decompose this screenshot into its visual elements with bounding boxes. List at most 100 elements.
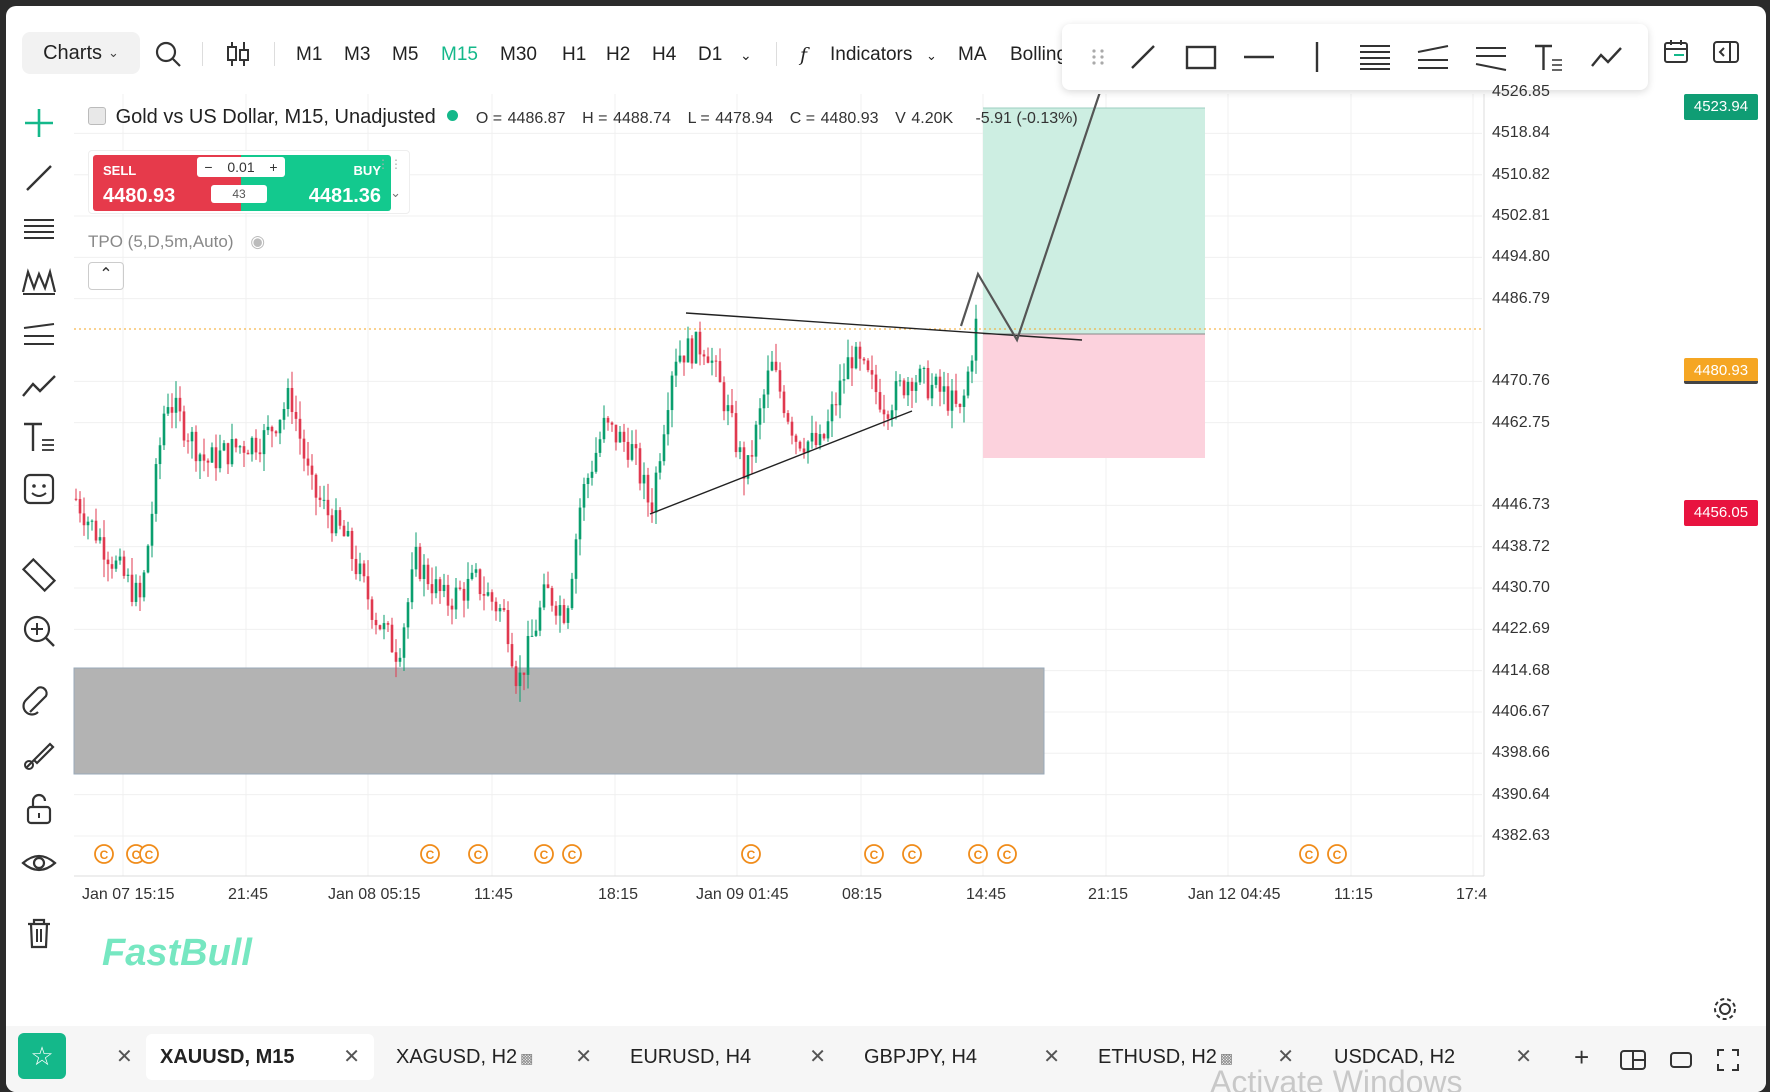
tab-usdcad[interactable]: USDCAD, H2 ✕ <box>1334 1034 1546 1080</box>
indicators-button[interactable]: Indicators <box>830 44 913 65</box>
tab-xauusd[interactable]: XAUUSD, M15 ✕ <box>146 1034 374 1080</box>
symbol-title[interactable]: Gold vs US Dollar, M15, Unadjusted <box>115 106 436 128</box>
vertical-line-icon[interactable] <box>1300 42 1334 72</box>
trend-line-icon[interactable] <box>20 158 58 196</box>
calendar-icon[interactable] <box>1662 38 1690 66</box>
close-tab-icon[interactable]: ✕ <box>1277 1046 1294 1068</box>
price-axis-label: 4382.63 <box>1492 827 1550 844</box>
brush-icon[interactable] <box>20 736 58 774</box>
text-tool-icon[interactable] <box>20 418 58 456</box>
settings-gear-icon[interactable] <box>1712 996 1738 1022</box>
path-tool-icon[interactable] <box>20 366 58 404</box>
candle-body <box>754 424 758 457</box>
candle-body <box>394 652 398 662</box>
close-tab-icon[interactable]: ✕ <box>575 1046 592 1068</box>
eye-icon[interactable] <box>20 844 58 882</box>
tab-gbpjpy[interactable]: GBPJPY, H4 ✕ <box>864 1034 1074 1080</box>
event-marker-glyph: C <box>974 848 983 862</box>
quick-trade-panel: SELL 4480.93 BUY 4481.36 − 0.01 + 43 ⋮⋮ … <box>88 150 410 214</box>
candle-body <box>710 360 714 363</box>
candle-body <box>582 484 586 508</box>
favorites-star-icon[interactable]: ☆ <box>18 1033 66 1079</box>
event-marker-icon <box>1299 844 1319 864</box>
candle-body <box>210 447 214 463</box>
plus-icon[interactable]: + <box>269 159 278 175</box>
collapse-panel-icon[interactable] <box>1712 38 1740 66</box>
timeframe-m3[interactable]: M3 <box>344 44 371 65</box>
candle-body <box>86 521 90 526</box>
candle-body <box>722 382 726 412</box>
candle-body <box>950 390 954 411</box>
timeframe-h4[interactable]: H4 <box>652 44 677 65</box>
magnet-icon[interactable] <box>20 682 58 720</box>
tpo-indicator-label[interactable]: TPO (5,D,5m,Auto) ◉ <box>88 232 265 252</box>
add-tab-icon[interactable]: + <box>1574 1042 1590 1072</box>
candle-body <box>898 380 902 382</box>
zoom-in-icon[interactable] <box>20 612 58 650</box>
horizontal-line-icon[interactable] <box>1242 42 1276 72</box>
close-tab-icon[interactable]: ✕ <box>1043 1046 1060 1068</box>
ma-button[interactable]: MA <box>958 44 987 65</box>
fib-tool-icon[interactable] <box>20 210 58 248</box>
crosshair-icon[interactable] <box>20 104 58 142</box>
fib-channel-icon[interactable] <box>1474 42 1508 72</box>
split-layout-icon[interactable] <box>1620 1050 1646 1070</box>
close-tab-icon[interactable]: ✕ <box>809 1046 826 1068</box>
quantity-value[interactable]: 0.01 <box>227 159 255 175</box>
path-tool-icon[interactable] <box>1590 42 1624 72</box>
hidden-eye-icon[interactable]: ◉ <box>250 232 266 251</box>
channel-tool-icon[interactable] <box>20 314 58 352</box>
rectangle-icon[interactable] <box>1184 42 1218 72</box>
charts-menu-button[interactable]: Charts ⌄ <box>22 32 140 74</box>
minus-icon[interactable]: − <box>204 159 213 175</box>
ruler-icon[interactable] <box>20 556 58 594</box>
drag-handle-icon[interactable] <box>1082 42 1116 72</box>
drag-handle-icon[interactable]: ⋮⋮ <box>377 157 403 171</box>
lock-icon[interactable] <box>20 790 58 828</box>
price-axis-label: 4518.84 <box>1492 124 1550 142</box>
parallel-channel-icon[interactable] <box>1416 42 1450 72</box>
timeframe-m30[interactable]: M30 <box>500 44 537 65</box>
timeframe-h1[interactable]: H1 <box>562 44 587 65</box>
chevron-down-icon[interactable]: ⌄ <box>390 185 401 200</box>
pattern-tool-icon[interactable] <box>20 262 58 300</box>
candle-body <box>342 525 346 537</box>
bollinger-button[interactable]: Bolling <box>1010 44 1068 65</box>
timeframe-more-chevron-icon[interactable]: ⌄ <box>740 47 752 63</box>
timeframe-h2[interactable]: H2 <box>606 44 631 65</box>
close-tab-icon[interactable]: ✕ <box>116 1046 133 1068</box>
event-marker-glyph: C <box>1333 848 1342 862</box>
trend-line-icon[interactable] <box>1126 42 1160 72</box>
close-tab-icon[interactable]: ✕ <box>343 1046 360 1068</box>
fib-retracement-icon[interactable] <box>1358 42 1392 72</box>
candle-body <box>430 584 434 594</box>
candle-body <box>478 569 482 595</box>
collapse-legend-button[interactable]: ⌃ <box>88 262 124 290</box>
price-axis-label: 4398.66 <box>1492 744 1550 762</box>
search-icon[interactable] <box>154 40 182 68</box>
timeframe-m1[interactable]: M1 <box>296 44 323 65</box>
tab-xagusd[interactable]: XAGUSD, H2 ▩ ✕ <box>396 1034 606 1080</box>
candle-body <box>954 390 958 404</box>
tab-eurusd[interactable]: EURUSD, H4 ✕ <box>630 1034 840 1080</box>
close-tab-icon[interactable]: ✕ <box>1515 1046 1532 1068</box>
window-icon[interactable] <box>1670 1052 1692 1068</box>
emoji-icon[interactable] <box>20 470 58 508</box>
tab-label: GBPJPY, H4 <box>864 1046 978 1068</box>
timeframe-d1[interactable]: D1 <box>698 44 723 65</box>
candlestick-type-icon[interactable] <box>224 40 252 68</box>
timeframe-m15[interactable]: M15 <box>441 44 478 65</box>
fullscreen-icon[interactable] <box>1716 1048 1740 1072</box>
price-axis-label: 4422.69 <box>1492 620 1550 638</box>
trash-icon[interactable] <box>20 914 58 952</box>
candle-body <box>238 446 242 448</box>
candle-body <box>618 431 622 443</box>
candle-body <box>946 386 950 411</box>
candle-body <box>914 382 918 391</box>
tab-ethusd[interactable]: ETHUSD, H2 ▩ ✕ <box>1098 1034 1308 1080</box>
timeframe-m5[interactable]: M5 <box>392 44 419 65</box>
text-tool-icon[interactable] <box>1532 42 1566 72</box>
quantity-stepper[interactable]: − 0.01 + <box>197 157 285 177</box>
event-marker-glyph: C <box>1305 848 1314 862</box>
